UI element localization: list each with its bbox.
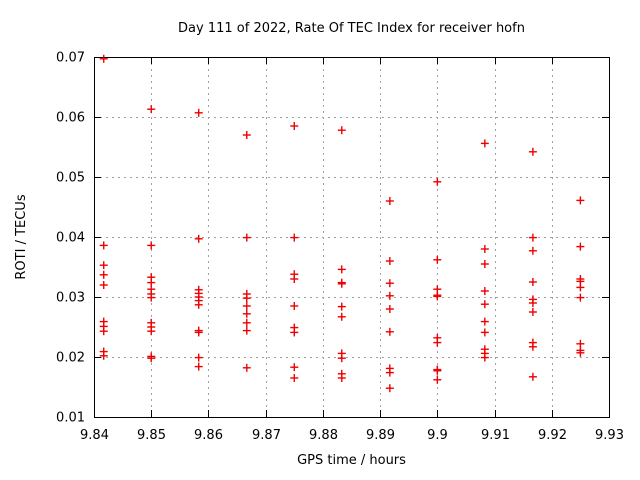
data-point-marker [480,328,489,337]
svg-text:9.86: 9.86 [194,428,223,443]
data-point-marker [337,279,346,288]
data-point-marker [528,246,537,255]
axis-tick-labels: 9.84 9.85 9.86 9.87 9.88 9.89 9.9 9.91 9.92 9.93 0… [56,51,624,444]
data-point-marker [147,293,156,302]
data-point-marker [337,312,346,321]
data-point-marker [242,309,251,318]
svg-text:9.93: 9.93 [595,428,624,443]
data-point-marker [576,348,585,357]
data-point-marker [242,302,251,310]
data-point-marker [528,233,537,242]
svg-text:9.85: 9.85 [137,428,166,443]
data-point-marker [528,372,537,381]
data-point-marker [290,374,299,382]
data-point-marker [290,275,299,283]
data-point-marker [242,326,251,335]
data-point-marker [194,300,203,309]
data-point-marker [337,374,346,382]
data-point-marker [385,197,394,205]
data-point-marker [147,354,156,363]
data-points [99,54,585,393]
data-point-marker [480,260,489,268]
svg-text:9.87: 9.87 [252,428,281,443]
chart-title: Day 111 of 2022, Rate Of TEC Index for r… [178,21,525,36]
data-point-marker [194,353,203,362]
data-point-marker [480,353,489,362]
data-point-marker [480,245,489,253]
svg-text:0.03: 0.03 [56,291,85,306]
data-point-marker [99,54,108,63]
data-point-marker [433,338,442,347]
data-point-marker [528,342,537,351]
data-point-marker [194,362,203,371]
data-point-marker [290,363,299,372]
svg-text:0.02: 0.02 [56,351,85,366]
data-point-marker [290,302,299,310]
data-point-marker [480,139,489,148]
data-point-marker [99,261,108,270]
data-point-marker [147,105,156,114]
x-axis-label: GPS time / hours [297,453,406,468]
data-point-marker [337,265,346,274]
data-point-marker [99,351,108,360]
data-point-marker [576,283,585,292]
data-point-marker [385,291,394,300]
data-point-marker [99,270,108,279]
data-point-marker [99,241,108,250]
data-point-marker [337,126,346,135]
data-point-marker [528,278,537,286]
svg-text:9.92: 9.92 [538,428,567,443]
svg-text:9.89: 9.89 [366,428,395,443]
data-point-marker [385,327,394,336]
data-point-marker [194,108,203,117]
data-point-marker [242,363,251,372]
data-point-marker [433,177,442,186]
svg-text:9.84: 9.84 [80,428,109,443]
data-point-marker [576,293,585,302]
data-point-marker [242,318,251,327]
data-point-marker [480,300,489,309]
svg-text:0.05: 0.05 [56,171,85,186]
data-point-marker [194,328,203,337]
data-point-marker [337,302,346,311]
data-point-marker [385,257,394,265]
data-point-marker [385,368,394,377]
data-point-marker [433,375,442,384]
data-point-marker [147,241,156,250]
svg-text:9.88: 9.88 [309,428,338,443]
data-point-marker [385,279,394,288]
data-point-marker [147,327,156,336]
data-point-marker [433,255,442,264]
data-point-marker [99,281,108,289]
svg-text:0.07: 0.07 [56,51,85,66]
data-point-marker [242,233,251,242]
data-point-marker [528,308,537,316]
data-point-marker [433,366,442,375]
data-point-marker [480,317,489,326]
data-point-marker [576,242,585,251]
data-point-marker [385,384,394,393]
svg-text:0.06: 0.06 [56,111,85,126]
plot-border [94,57,610,418]
data-point-marker [242,131,251,139]
data-point-marker [528,147,537,156]
svg-text:0.01: 0.01 [56,411,85,426]
data-point-marker [99,327,108,336]
data-point-marker [194,234,203,243]
data-point-marker [385,305,394,313]
data-point-marker [242,294,251,303]
data-point-marker [433,292,442,301]
data-point-marker [337,354,346,363]
svg-text:9.91: 9.91 [481,428,510,443]
data-point-marker [480,287,489,295]
data-point-marker [576,196,585,205]
data-point-marker [290,122,299,130]
svg-text:0.04: 0.04 [56,231,85,246]
data-point-marker [528,299,537,307]
svg-text:9.9: 9.9 [427,428,448,443]
data-point-marker [290,328,299,337]
data-point-marker [290,233,299,242]
